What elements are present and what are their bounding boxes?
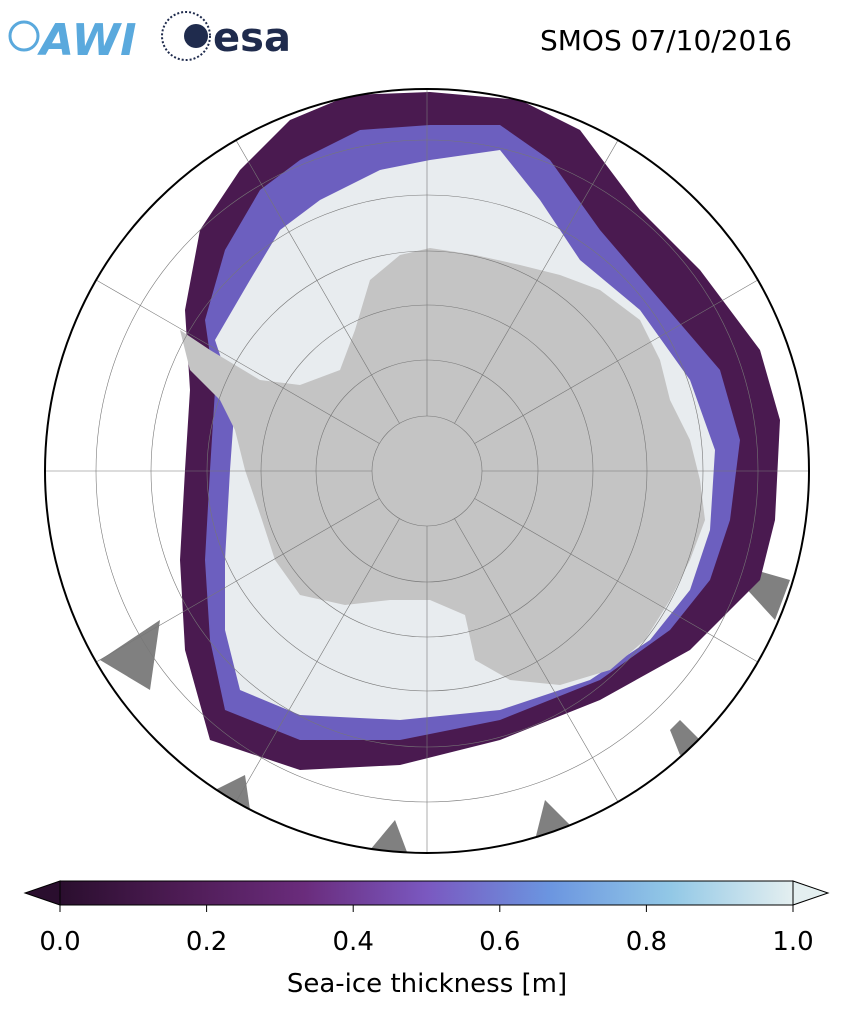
colorbar: Sea-ice thickness [m] 0.0 0.2 0.4 0.6 0.8 1.0	[23, 880, 830, 999]
antarctica	[180, 248, 705, 685]
map-frame	[44, 88, 810, 854]
awi-logo: AWI	[8, 15, 137, 66]
graticule	[45, 89, 809, 853]
title: SMOS 07/10/2016	[540, 24, 792, 57]
longitude-line	[474, 498, 758, 663]
colorbar-frame	[59, 880, 794, 906]
esa-logo-text: esa	[213, 15, 291, 61]
colorbar-gradient	[60, 881, 793, 905]
no-data	[100, 620, 160, 690]
longitude-line	[474, 279, 758, 444]
colorbar-tick-label: 0.2	[186, 927, 227, 957]
colorbar-tick-label: 0.8	[626, 927, 667, 957]
colorbar-label: Sea-ice thickness [m]	[287, 969, 567, 999]
colorbar-tick-label: 0.4	[333, 927, 374, 957]
colorbar-tick-label: 0.6	[479, 927, 520, 957]
longitude-line	[96, 498, 380, 663]
no-data	[215, 775, 250, 810]
longitude-line	[235, 518, 400, 802]
colorbar-tick-label: 0.0	[39, 927, 80, 957]
colorbar-tick-label: 1.0	[772, 927, 813, 957]
colorbar-extend-low	[23, 880, 61, 906]
colorbar-extend-high	[792, 880, 830, 906]
longitude-line	[454, 140, 619, 424]
awi-logo-text: AWI	[37, 15, 137, 66]
esa-logo: esa	[161, 11, 291, 61]
longitude-line	[454, 518, 619, 802]
map	[45, 89, 809, 853]
longitude-line	[96, 279, 380, 444]
longitude-line	[235, 140, 400, 424]
